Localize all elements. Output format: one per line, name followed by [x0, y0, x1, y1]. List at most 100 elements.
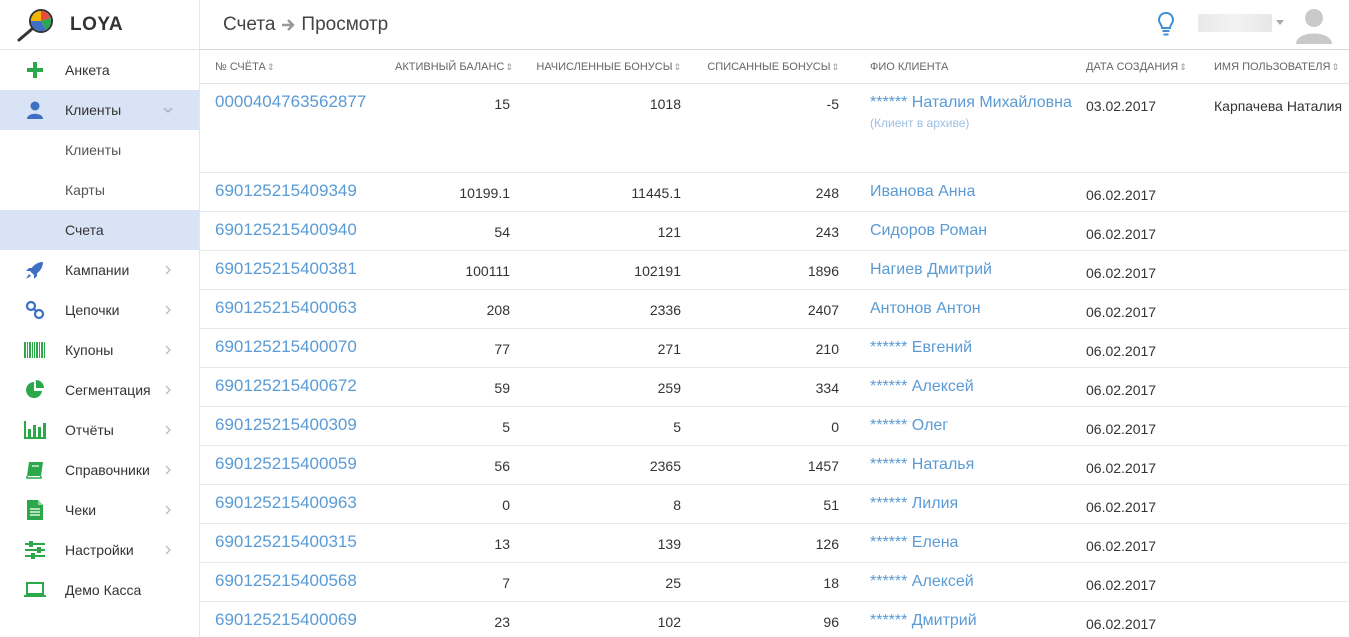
sidebar-item-reports[interactable]: Отчёты	[0, 410, 199, 450]
cell-balance: 13	[395, 523, 510, 563]
column-header-label: СПИСАННЫЕ БОНУСЫ	[707, 60, 831, 73]
cell-client: ****** Наталия Михайловна (Клиент в архи…	[870, 83, 1086, 173]
book-icon	[24, 459, 46, 481]
account-link[interactable]: 690125215400568	[215, 570, 357, 590]
sidebar-item-demo-pos[interactable]: Демо Касса	[0, 570, 199, 610]
table-row[interactable]: 690125215400063 208 2336 2407 Антонов Антон 0…	[200, 289, 1349, 329]
account-link[interactable]: 690125215400070	[215, 336, 357, 356]
sort-icon: ⇕	[1179, 61, 1187, 72]
table-row[interactable]: 690125215400940 54 121 243 Сидоров Роман 06.0…	[200, 211, 1349, 251]
cell-balance: 10199.1	[395, 172, 510, 212]
table-row[interactable]: 690125215400568 7 25 18 ****** Алексей 06.02.…	[200, 562, 1349, 602]
client-link[interactable]: ****** Алексей	[870, 377, 974, 395]
account-link[interactable]: 690125215400059	[215, 453, 357, 473]
client-link[interactable]: ****** Дмитрий	[870, 611, 977, 629]
account-link[interactable]: 690125215400940	[215, 219, 357, 239]
sidebar-subitem-clients[interactable]: Клиенты	[0, 130, 199, 170]
spacer	[839, 445, 870, 485]
sidebar-item-anketa[interactable]: Анкета	[0, 50, 199, 90]
column-header-balance[interactable]: АКТИВНЫЙ БАЛАНС⇕	[395, 51, 513, 84]
cell-accrued: 102	[510, 601, 681, 637]
logo[interactable]: LOYA	[0, 0, 199, 50]
column-header-account[interactable]: № СЧЁТА⇕	[215, 51, 395, 84]
table-row[interactable]: 0000404763562877 15 1018 -5 ****** Наталия М…	[200, 83, 1349, 173]
client-link[interactable]: Иванова Анна	[870, 182, 976, 200]
cell-spent: 18	[681, 562, 839, 602]
sidebar-item-receipts[interactable]: Чеки	[0, 490, 199, 530]
sidebar-item-label: Сегментация	[65, 382, 151, 398]
client-link[interactable]: ****** Наталья	[870, 455, 975, 473]
table-row[interactable]: 690125215400070 77 271 210 ****** Евгений 06.…	[200, 328, 1349, 368]
table-row[interactable]: 690125215400672 59 259 334 ****** Алексей 06.…	[200, 367, 1349, 407]
cell-client: Антонов Антон	[870, 289, 1086, 329]
account-link[interactable]: 690125215400672	[215, 375, 357, 395]
account-link[interactable]: 690125215409349	[215, 180, 357, 200]
sidebar-subitem-cards[interactable]: Карты	[0, 170, 199, 210]
spacer	[839, 328, 870, 368]
table-row[interactable]: 690125215409349 10199.1 11445.1 248 Иванова …	[200, 172, 1349, 212]
account-link[interactable]: 690125215400963	[215, 492, 357, 512]
caret-down-icon[interactable]	[1276, 20, 1284, 26]
user-name-menu[interactable]	[1198, 14, 1272, 32]
table-row[interactable]: 690125215400315 13 139 126 ****** Елена 06.02…	[200, 523, 1349, 563]
logo-icon	[17, 8, 53, 41]
client-link[interactable]: Сидоров Роман	[870, 221, 988, 239]
column-header-spent[interactable]: СПИСАННЫЕ БОНУСЫ⇕	[681, 51, 839, 84]
cell-user	[1214, 172, 1349, 212]
client-link[interactable]: Антонов Антон	[870, 299, 981, 317]
account-link[interactable]: 690125215400063	[215, 297, 357, 317]
cell-balance: 77	[395, 328, 510, 368]
account-link[interactable]: 0000404763562877	[215, 91, 367, 111]
lightbulb-icon[interactable]	[1157, 11, 1175, 37]
table-row[interactable]: 690125215400069 23 102 96 ****** Дмитрий 06.0…	[200, 601, 1349, 637]
table-row[interactable]: 690125215400963 0 8 51 ****** Лилия 06.02.201…	[200, 484, 1349, 524]
sidebar-item-segmentation[interactable]: Сегментация	[0, 370, 199, 410]
column-header-accrued[interactable]: НАЧИСЛЕННЫЕ БОНУСЫ⇕	[510, 51, 681, 84]
spacer	[839, 367, 870, 407]
client-link[interactable]: Нагиев Дмитрий	[870, 260, 992, 278]
client-link[interactable]: ****** Евгений	[870, 338, 973, 356]
cell-client: Нагиев Дмитрий	[870, 250, 1086, 290]
cell-date: 06.02.2017	[1086, 289, 1214, 329]
chevron-right-icon	[165, 545, 171, 555]
sidebar-item-settings[interactable]: Настройки	[0, 530, 199, 570]
cell-accrued: 25	[510, 562, 681, 602]
cell-user	[1214, 601, 1349, 637]
client-link[interactable]: ****** Олег	[870, 416, 949, 434]
sidebar-item-directories[interactable]: Справочники	[0, 450, 199, 490]
table-row[interactable]: 690125215400059 56 2365 1457 ****** Наталья 0…	[200, 445, 1349, 485]
column-header-user[interactable]: ИМЯ ПОЛЬЗОВАТЕЛЯ⇕	[1214, 51, 1349, 84]
receipt-icon	[24, 499, 46, 521]
table-row[interactable]: 690125215400309 5 5 0 ****** Олег 06.02.2017	[200, 406, 1349, 446]
cell-balance: 59	[395, 367, 510, 407]
spacer	[200, 51, 215, 84]
sidebar-item-coupons[interactable]: Купоны	[0, 330, 199, 370]
client-link[interactable]: ****** Алексей	[870, 572, 974, 590]
sidebar-item-chains[interactable]: Цепочки	[0, 290, 199, 330]
breadcrumb-accounts[interactable]: Счета	[223, 13, 276, 35]
sidebar-item-clients[interactable]: Клиенты	[0, 90, 199, 130]
cell-date: 06.02.2017	[1086, 172, 1214, 212]
account-link[interactable]: 690125215400309	[215, 414, 357, 434]
cell-user	[1214, 562, 1349, 602]
account-link[interactable]: 690125215400381	[215, 258, 357, 278]
client-link[interactable]: ****** Лилия	[870, 494, 959, 512]
table-row[interactable]: 690125215400381 100111 102191 1896 Нагиев Дм…	[200, 250, 1349, 290]
cell-balance: 56	[395, 445, 510, 485]
cell-account: 690125215400963	[215, 484, 395, 524]
sidebar-subitem-accounts[interactable]: Счета	[0, 210, 199, 250]
cell-account: 0000404763562877	[215, 83, 395, 173]
spacer	[200, 289, 215, 329]
sidebar-item-label: Цепочки	[65, 302, 120, 318]
column-header-date[interactable]: ДАТА СОЗДАНИЯ⇕	[1086, 51, 1214, 84]
client-link[interactable]: ****** Елена	[870, 533, 959, 551]
cell-user	[1214, 523, 1349, 563]
cell-balance: 100111	[395, 250, 510, 290]
account-link[interactable]: 690125215400069	[215, 609, 357, 629]
cell-user	[1214, 289, 1349, 329]
avatar[interactable]	[1296, 6, 1332, 44]
client-link[interactable]: ****** Наталия Михайловна	[870, 93, 1072, 111]
sidebar-item-campaigns[interactable]: Кампании	[0, 250, 199, 290]
pie-chart-icon	[24, 379, 46, 401]
account-link[interactable]: 690125215400315	[215, 531, 357, 551]
